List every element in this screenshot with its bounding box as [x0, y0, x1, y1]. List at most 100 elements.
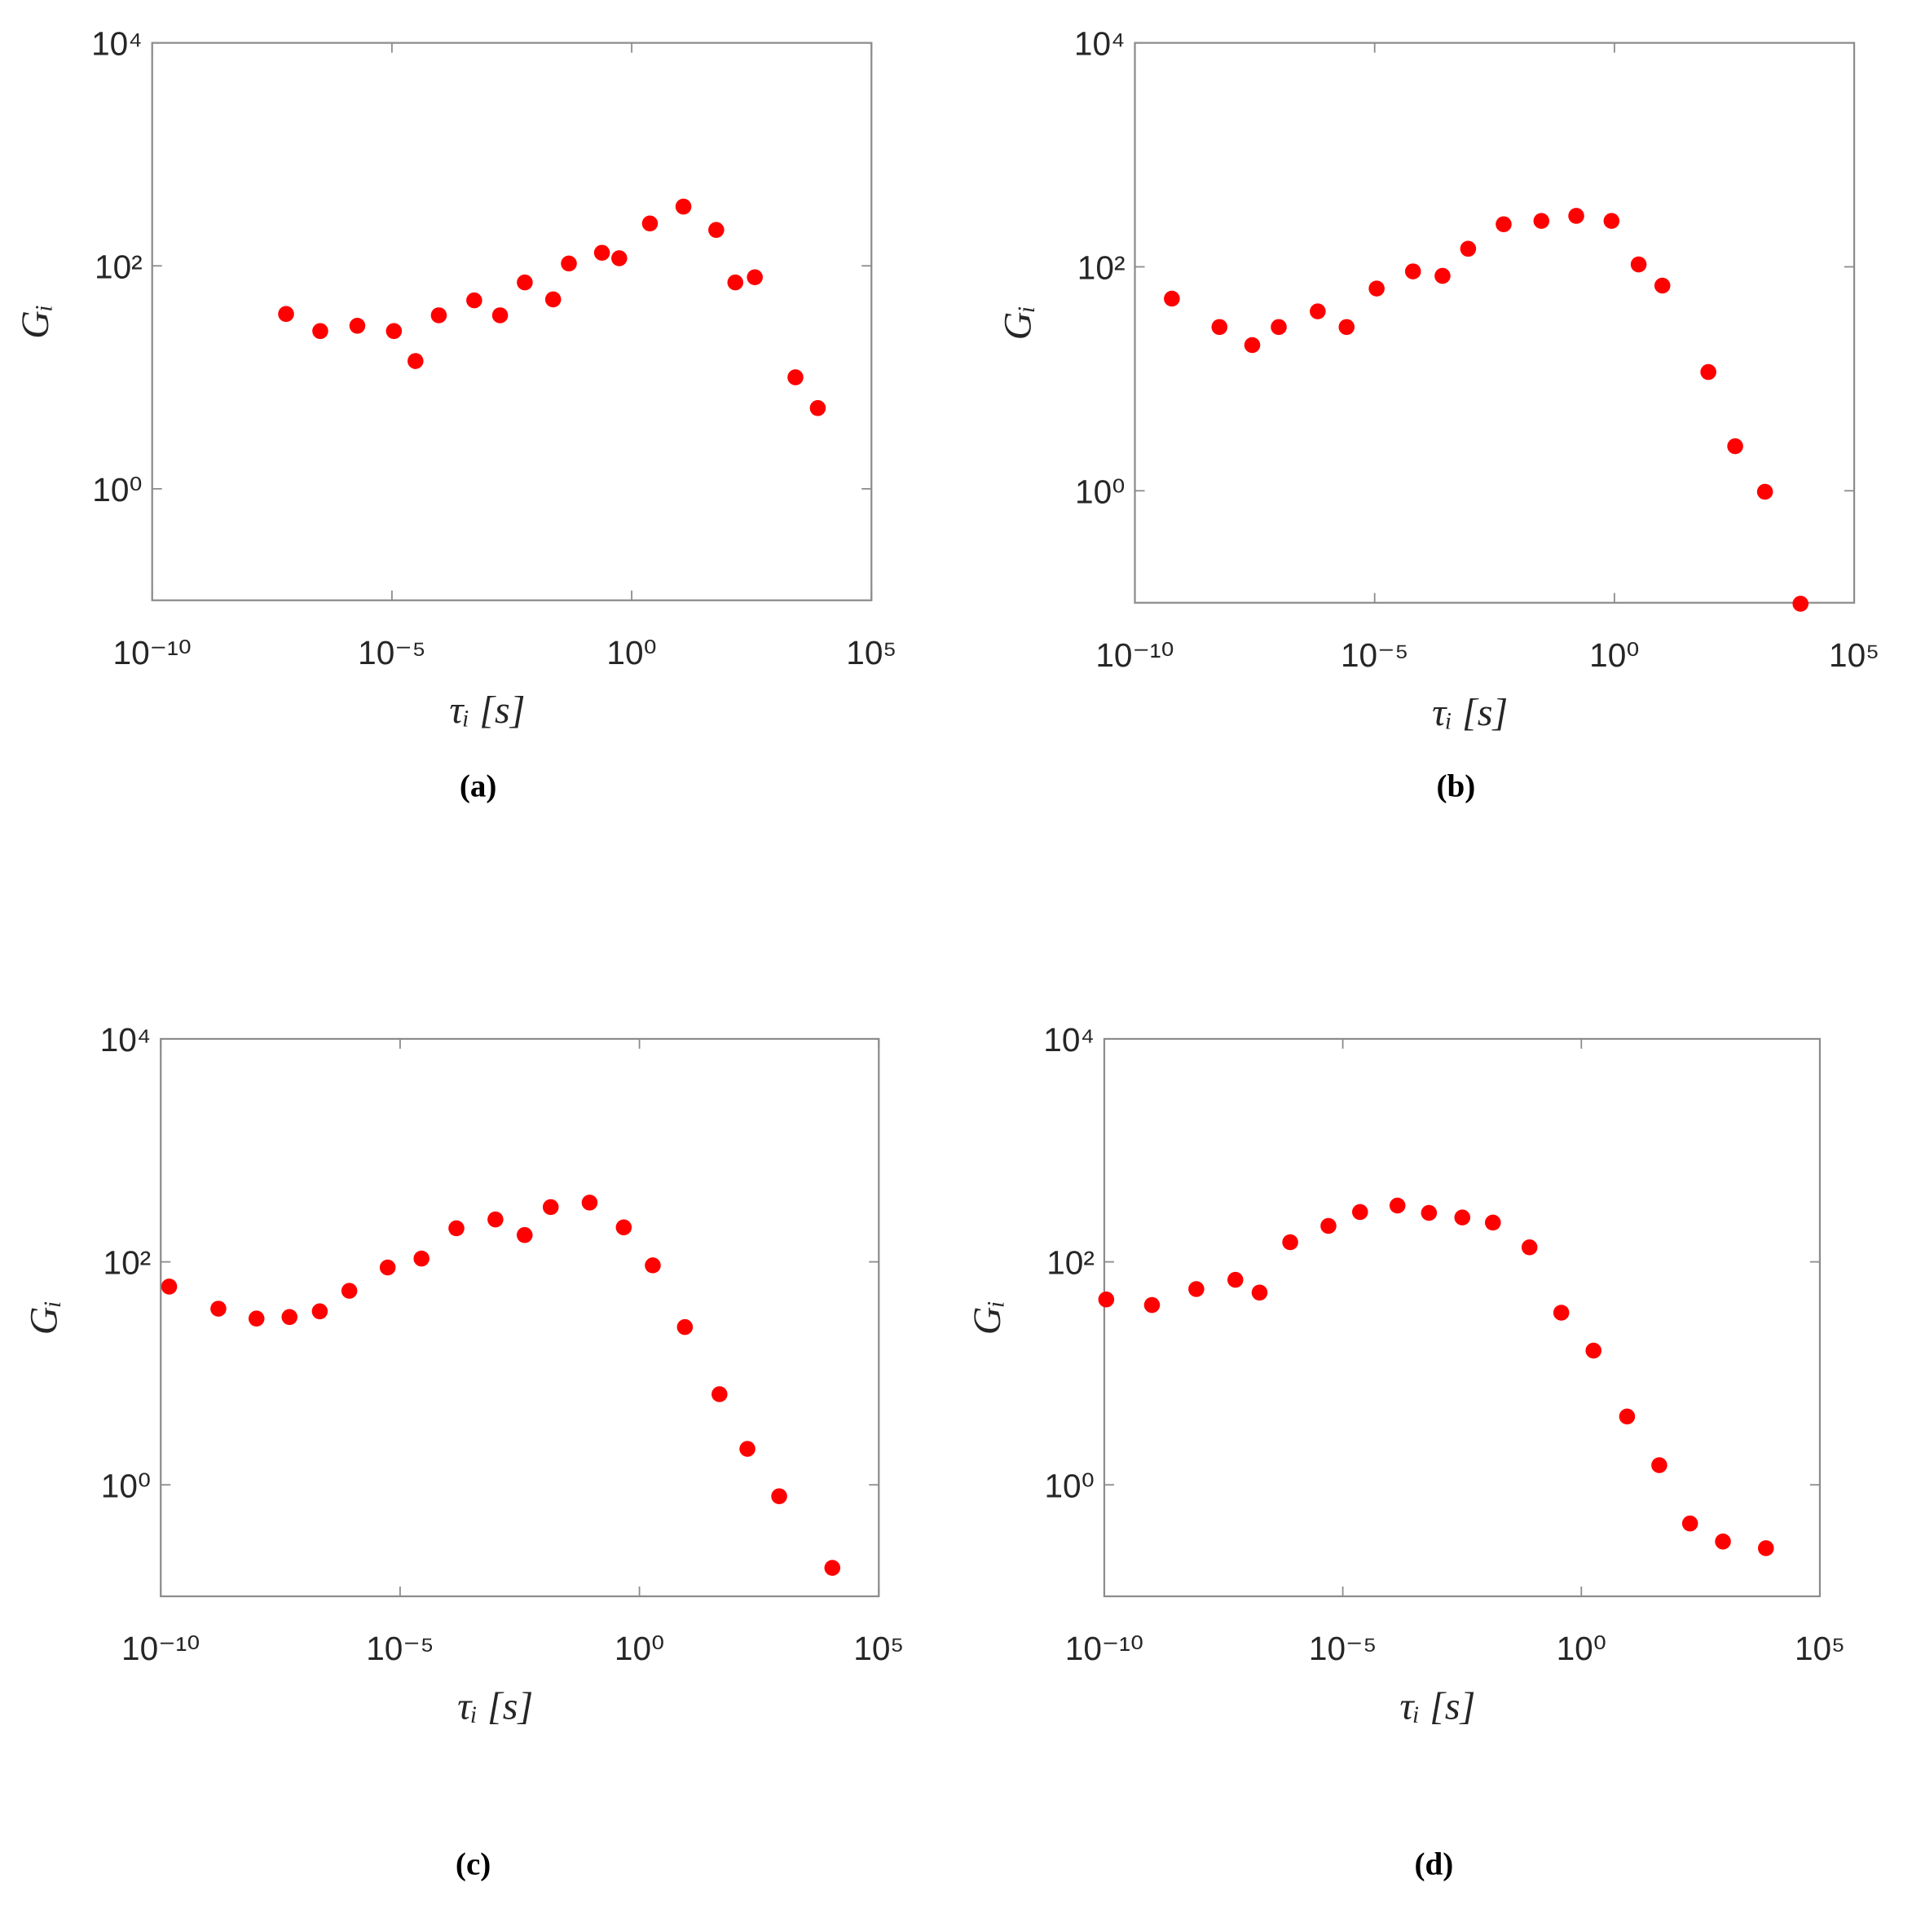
- caption: (d): [1414, 1846, 1453, 1881]
- y-tick-label: 10⁴: [1074, 25, 1126, 63]
- caption: (a): [460, 768, 497, 803]
- x-tick-label: 10⁻⁵: [1309, 1630, 1377, 1667]
- y-tick-label: 10⁰: [92, 471, 142, 508]
- y-axis-label: Gᵢ: [14, 304, 57, 338]
- data-point: [312, 323, 328, 340]
- data-point: [430, 307, 447, 323]
- x-tick-label: 10⁰: [615, 1630, 664, 1667]
- data-point: [311, 1303, 328, 1320]
- data-point: [561, 255, 577, 272]
- x-tick-label: 10⁻¹⁰: [1065, 1630, 1143, 1667]
- plot-area: [1103, 1037, 1822, 1598]
- y-tick-label: 10⁴: [91, 25, 143, 63]
- data-point: [1715, 1534, 1731, 1550]
- data-point: [1630, 256, 1647, 273]
- data-point: [379, 1259, 396, 1276]
- x-tick-label: 10⁻⁵: [1341, 636, 1408, 674]
- data-point: [1727, 438, 1743, 455]
- data-point: [1421, 1204, 1438, 1221]
- data-point: [1251, 1284, 1268, 1301]
- data-point: [466, 292, 482, 309]
- data-point: [491, 307, 509, 323]
- data-point: [1389, 1197, 1406, 1214]
- data-point: [747, 269, 763, 286]
- data-point: [544, 291, 562, 308]
- data-point: [809, 400, 826, 416]
- data-point: [1211, 319, 1228, 336]
- data-point: [771, 1488, 787, 1505]
- y-tick-label: 10⁰: [1044, 1467, 1094, 1504]
- plot-area: [151, 42, 873, 601]
- data-point: [1792, 596, 1808, 612]
- data-point: [542, 1199, 559, 1216]
- data-point: [727, 274, 744, 291]
- data-point: [1654, 277, 1671, 294]
- data-point: [739, 1441, 756, 1457]
- data-point: [1757, 1540, 1774, 1556]
- y-tick-label: 10²: [104, 1244, 152, 1282]
- data-point: [448, 1220, 465, 1237]
- x-axis-label: τᵢ [s]: [457, 1684, 533, 1727]
- x-tick-label: 10⁰: [1589, 636, 1639, 674]
- data-point: [210, 1300, 227, 1317]
- x-axis-label: τᵢ [s]: [449, 689, 525, 732]
- data-point: [1244, 337, 1261, 354]
- x-tick-label: 10⁵: [1795, 1630, 1845, 1667]
- data-point: [248, 1310, 265, 1327]
- data-point: [1320, 1217, 1337, 1234]
- data-point: [1227, 1271, 1244, 1288]
- data-point: [708, 222, 725, 238]
- data-point: [1700, 363, 1716, 381]
- x-tick-label: 10⁵: [853, 1630, 904, 1667]
- data-point: [413, 1250, 430, 1267]
- x-tick-label: 10⁵: [1829, 636, 1879, 674]
- data-point: [1098, 1291, 1115, 1308]
- y-axis-label: Gᵢ: [966, 1300, 1009, 1335]
- x-tick-label: 10⁰: [606, 634, 656, 671]
- data-point: [487, 1211, 504, 1228]
- data-point: [1533, 213, 1550, 229]
- y-tick-label: 10⁰: [1075, 473, 1125, 510]
- caption: (c): [456, 1846, 491, 1881]
- data-point: [1310, 303, 1326, 319]
- data-point: [1496, 216, 1512, 232]
- y-tick-label: 10⁰: [101, 1467, 151, 1504]
- data-point: [641, 215, 659, 232]
- data-point: [593, 244, 610, 261]
- y-tick-label: 10²: [1046, 1244, 1095, 1282]
- caption: (b): [1437, 768, 1476, 803]
- y-tick-label: 10²: [1077, 249, 1126, 286]
- x-tick-label: 10⁻⁵: [366, 1630, 434, 1667]
- data-point: [1143, 1296, 1161, 1314]
- plot-area: [1134, 42, 1856, 604]
- data-point: [1585, 1342, 1601, 1359]
- data-point: [675, 198, 692, 215]
- x-axis-label: τᵢ [s]: [1432, 691, 1508, 734]
- data-point: [1188, 1281, 1205, 1297]
- data-point: [1454, 1209, 1471, 1226]
- data-point: [1368, 280, 1385, 297]
- x-tick-label: 10⁵: [846, 634, 897, 671]
- y-tick-label: 10⁴: [100, 1021, 152, 1058]
- y-tick-label: 10²: [95, 248, 143, 285]
- data-point: [278, 306, 294, 323]
- y-axis-label: Gᵢ: [22, 1300, 65, 1335]
- y-tick-label: 10⁴: [1043, 1021, 1095, 1058]
- data-point: [1404, 263, 1421, 279]
- x-tick-label: 10⁻¹⁰: [1095, 636, 1174, 674]
- x-tick-label: 10⁻⁵: [358, 634, 425, 671]
- x-tick-label: 10⁻¹⁰: [121, 1630, 200, 1667]
- data-point: [1282, 1234, 1298, 1251]
- data-point: [341, 1283, 358, 1299]
- data-point: [161, 1278, 178, 1295]
- data-point: [1756, 483, 1773, 500]
- plot-area: [160, 1037, 880, 1598]
- x-tick-label: 10⁻¹⁰: [113, 634, 192, 671]
- y-axis-label: Gᵢ: [997, 306, 1040, 340]
- data-point: [824, 1560, 841, 1576]
- data-point: [1603, 213, 1620, 229]
- data-point: [516, 1226, 533, 1243]
- data-point: [1271, 319, 1287, 336]
